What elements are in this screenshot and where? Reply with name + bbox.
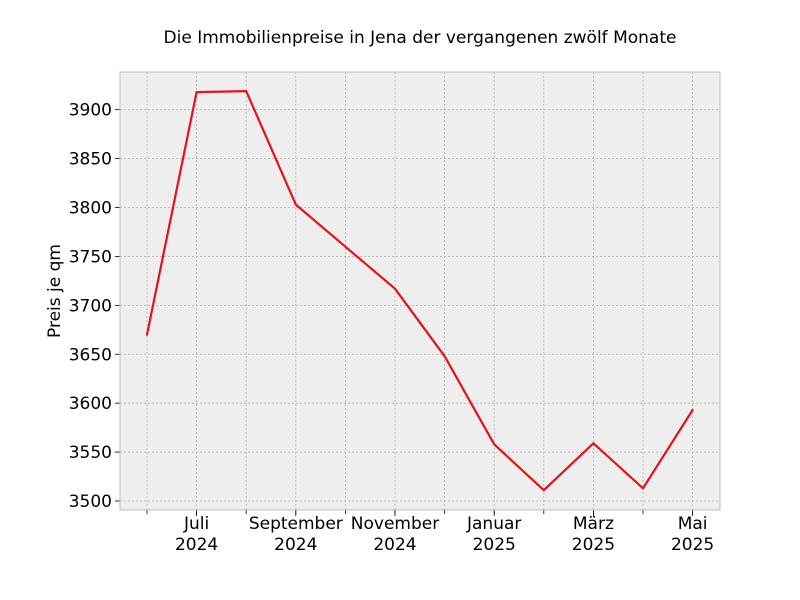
x-tick-label-month: Mai <box>678 514 708 534</box>
x-tick-label-year: 2025 <box>572 535 615 555</box>
y-tick-label: 3750 <box>69 247 112 267</box>
grid <box>120 72 720 510</box>
series-line <box>145 89 694 492</box>
plot-area <box>120 72 720 510</box>
x-tick-label-year: 2024 <box>274 535 317 555</box>
y-tick-label: 3850 <box>69 150 112 170</box>
x-tick-label-year: 2025 <box>473 535 516 555</box>
x-tick-label-month: März <box>573 514 614 534</box>
y-tick-label: 3700 <box>69 296 112 316</box>
chart-title: Die Immobilienpreise in Jena der vergang… <box>164 28 677 48</box>
x-tick-label-year: 2025 <box>671 535 714 555</box>
y-axis-label: Preis je qm <box>45 244 65 338</box>
y-tick-label: 3550 <box>69 443 112 463</box>
x-tick-label-year: 2024 <box>373 535 416 555</box>
y-tick-label: 3900 <box>69 101 112 121</box>
plot-frame <box>119 71 721 511</box>
x-tick-label-month: Juli <box>183 514 209 534</box>
series <box>145 89 694 492</box>
x-tick-label-year: 2024 <box>175 535 218 555</box>
x-tick-label-month: November <box>351 514 439 534</box>
y-tick-label: 3500 <box>69 492 112 512</box>
x-tick-label-month: Januar <box>466 514 521 534</box>
y-tick-label: 3800 <box>69 199 112 219</box>
ticks: 3500 3550 3600 3650 3700 3750 3800 3850 3900 Juli… <box>69 101 714 555</box>
y-tick-label: 3650 <box>69 345 112 365</box>
y-tick-label: 3600 <box>69 394 112 414</box>
x-tick-label-month: September <box>249 514 343 534</box>
